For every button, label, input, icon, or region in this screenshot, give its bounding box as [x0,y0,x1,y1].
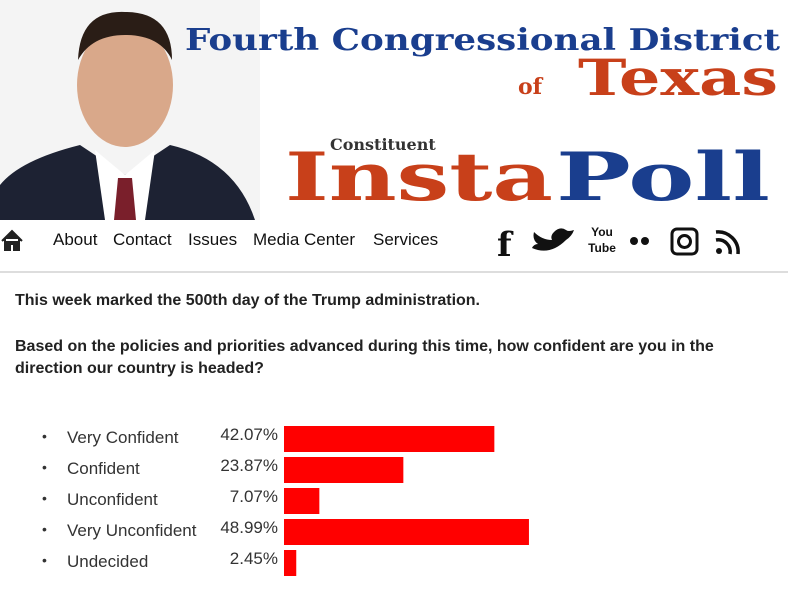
option-label: Very Confident [67,428,179,447]
home-icon[interactable] [1,229,23,251]
youtube-icon[interactable]: You [591,225,613,239]
facebook-icon[interactable]: f [497,225,514,265]
photo-hair [78,11,172,60]
option-label: Unconfident [67,490,158,509]
rss-icon [716,248,722,254]
nav-link[interactable]: About [53,230,98,249]
header-state: Texas [578,48,778,107]
bullet: • [42,490,47,506]
rss-icon[interactable] [715,230,740,255]
photo-face [77,23,173,147]
option-label: Confident [67,459,140,478]
poll-bars [284,426,529,576]
header-of: of [518,74,544,100]
header: Fourth Congressional District of Texas C… [0,0,788,273]
instagram-icon [677,234,692,249]
instagram-icon[interactable] [670,227,699,256]
bar [284,519,529,545]
bar [284,426,495,452]
intro: This week marked the 500th day of the Tr… [15,292,480,309]
nav-link[interactable]: Media Center [253,230,356,249]
header-insta: Insta [285,138,553,216]
value-label: 42.07% [220,425,278,444]
header-poll: Poll [556,138,770,216]
bullet: • [42,521,47,537]
flickr-icon[interactable] [630,237,638,245]
option-label: Very Unconfident [67,521,197,540]
header-title: Fourth Congressional District [185,23,780,58]
bar [284,457,404,483]
bullet: • [42,428,47,444]
bar [284,550,297,576]
value-label: 7.07% [229,487,278,506]
twitter-icon[interactable] [532,228,574,251]
question: Based on the policies and priorities adv… [15,338,714,377]
option-label: Undecided [67,552,149,571]
value-label: 23.87% [220,456,278,475]
nav-link[interactable]: Services [373,230,439,249]
youtube-icon[interactable]: Tube [588,241,616,255]
header-constituent: Constituent [330,135,436,154]
flickr-icon[interactable] [641,237,649,245]
value-label: 2.45% [229,549,278,568]
bullet: • [42,552,47,568]
bullet: • [42,459,47,475]
nav-link[interactable]: Contact [113,230,172,249]
bar [284,488,320,514]
photo-tie [114,178,136,220]
nav-link[interactable]: Issues [188,230,238,249]
value-label: 48.99% [220,518,278,537]
